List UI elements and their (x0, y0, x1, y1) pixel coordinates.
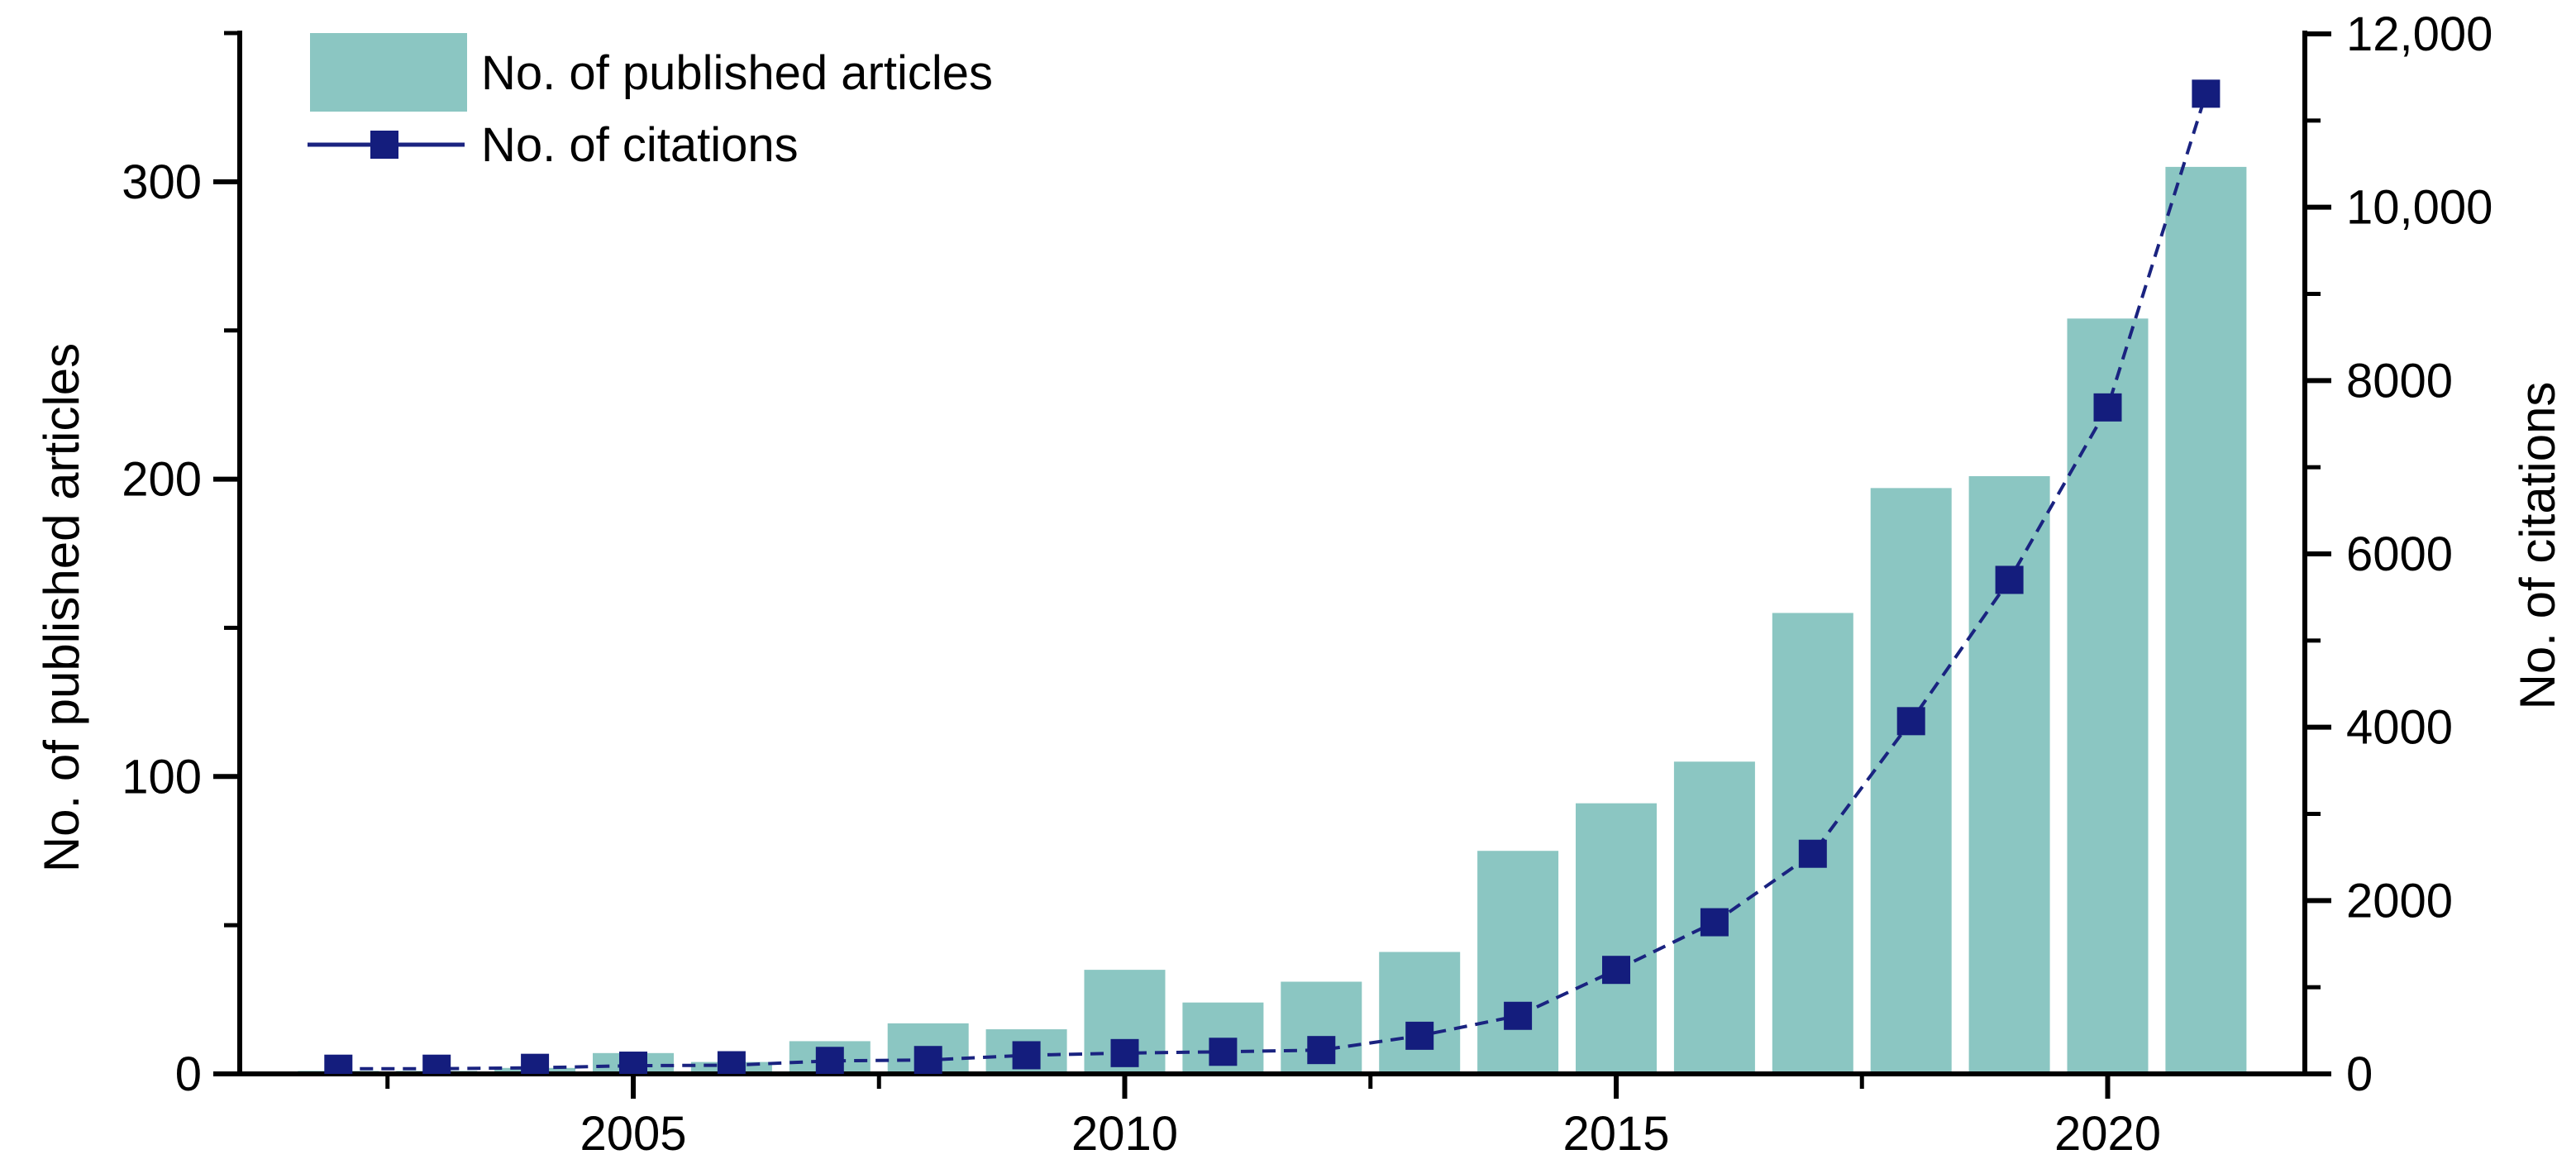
bar-2013 (1379, 952, 1461, 1074)
left-tick-label: 200 (122, 453, 202, 507)
right-tick-label: 12,000 (2346, 7, 2493, 61)
left-tick-label: 100 (122, 750, 202, 804)
bar-2015 (1576, 803, 1657, 1074)
left-tick-label: 0 (175, 1047, 202, 1101)
bar-2020 (2067, 318, 2149, 1075)
citations-marker-2006 (717, 1051, 746, 1074)
right-axis-title: No. of citations (2510, 382, 2565, 710)
right-tick-label: 2000 (2346, 874, 2453, 928)
citations-marker-2008 (914, 1046, 942, 1074)
x-tick-label: 2020 (2054, 1107, 2161, 1161)
bars-group (298, 166, 2247, 1075)
bar-2021 (2165, 166, 2247, 1074)
ticks-group (213, 31, 2331, 1099)
citations-marker-2005 (619, 1052, 647, 1074)
x-tick-label: 2005 (580, 1107, 686, 1161)
citations-marker-2017 (1798, 839, 1827, 868)
legend-articles-label: No. of published articles (481, 46, 993, 100)
legend-citations-marker-icon (370, 131, 398, 159)
legend: No. of published articles No. of citatio… (308, 33, 993, 172)
citations-marker-2007 (815, 1047, 844, 1074)
bar-2019 (1968, 475, 2050, 1074)
citations-marker-2014 (1504, 1001, 1533, 1030)
citations-marker-2011 (1209, 1038, 1238, 1066)
citations-marker-2003 (422, 1054, 451, 1074)
citations-marker-2013 (1405, 1021, 1434, 1050)
citations-marker-2015 (1602, 956, 1630, 985)
right-tick-label: 8000 (2346, 354, 2453, 408)
citations-marker-2002 (324, 1054, 353, 1074)
citations-marker-2021 (2192, 79, 2221, 108)
citations-marker-2012 (1307, 1036, 1336, 1065)
bar-2018 (1870, 488, 1952, 1074)
citations-marker-2016 (1700, 908, 1729, 937)
right-tick-label: 6000 (2346, 527, 2453, 581)
left-axis-title: No. of published articles (34, 343, 89, 872)
citations-marker-2020 (2093, 393, 2122, 422)
citations-marker-2019 (1995, 565, 2024, 594)
left-tick-label: 300 (122, 155, 202, 209)
right-tick-label: 4000 (2346, 701, 2453, 755)
legend-citations-label: No. of citations (481, 118, 799, 172)
citations-line (338, 93, 2208, 1071)
right-tick-label: 10,000 (2346, 181, 2493, 235)
legend-articles-swatch-icon (310, 33, 467, 112)
x-tick-label: 2010 (1071, 1107, 1178, 1161)
citations-marker-2009 (1012, 1041, 1041, 1070)
tick-labels-group: 0 100 200 300 0 2000 4000 6000 8000 10,000 12,000 2… (122, 7, 2493, 1161)
x-tick-label: 2015 (1562, 1107, 1669, 1161)
right-tick-label: 0 (2346, 1047, 2373, 1101)
citations-line-group (324, 79, 2221, 1074)
bar-2014 (1477, 851, 1559, 1074)
citations-marker-2010 (1110, 1038, 1139, 1067)
citations-marker-2018 (1896, 707, 1925, 736)
citations-marker-2004 (521, 1053, 550, 1074)
